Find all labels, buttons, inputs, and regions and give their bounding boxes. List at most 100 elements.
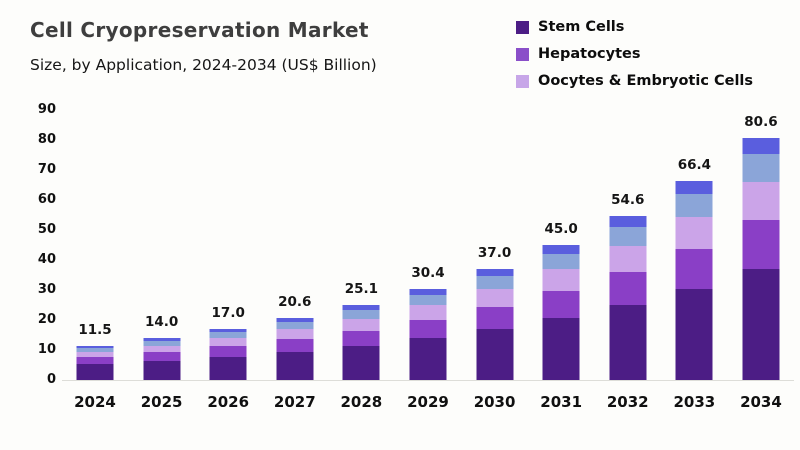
bar-total-label: 14.0 xyxy=(144,314,179,330)
bar-segment-oocytes-embryotic-cells xyxy=(143,345,181,353)
bar-segment-stem-cells xyxy=(76,364,114,380)
bar-total-label: 37.0 xyxy=(477,245,512,261)
bar-segment-oocytes-embryotic-cells xyxy=(476,289,514,307)
bar-segment-oocytes-embryotic-cells xyxy=(342,318,380,331)
bar-segment-hepatocytes xyxy=(409,319,447,338)
bar-group: 54.6 2032 xyxy=(595,110,661,411)
y-tick-label: 20 xyxy=(37,312,56,327)
y-tick-label: 90 xyxy=(37,102,56,117)
bar-segment xyxy=(143,341,181,346)
bar-segment xyxy=(143,338,181,342)
bar-segment xyxy=(409,288,447,295)
y-tick-label: 50 xyxy=(37,222,56,237)
x-tick-label: 2027 xyxy=(273,393,316,411)
bar-segment xyxy=(476,269,514,277)
bar-segment xyxy=(542,253,580,270)
bar-segment-oocytes-embryotic-cells xyxy=(675,216,713,249)
y-tick-label: 80 xyxy=(37,132,56,147)
x-tick-label: 2024 xyxy=(74,393,116,411)
bar-group: 66.4 2033 xyxy=(661,110,727,411)
bar-stack xyxy=(342,304,380,380)
bar-segment-stem-cells xyxy=(675,288,713,380)
bar-group: 45.0 2031 xyxy=(528,110,594,411)
bar-segment-oocytes-embryotic-cells xyxy=(542,269,580,291)
bar-stack xyxy=(476,269,514,380)
bar-segment-hepatocytes xyxy=(209,346,247,357)
bar-segment xyxy=(609,227,647,246)
bar-segment-oocytes-embryotic-cells xyxy=(209,338,247,347)
x-tick-label: 2032 xyxy=(606,393,649,411)
bar-group: 25.1 2028 xyxy=(328,110,394,411)
legend-swatch-icon xyxy=(516,74,529,88)
bar-total-label: 17.0 xyxy=(211,305,245,321)
bar-segment xyxy=(342,304,380,310)
legend-item: Oocytes & Embryotic Cells xyxy=(516,73,753,89)
bar-stack xyxy=(409,288,447,380)
bar-total-label: 11.5 xyxy=(78,321,112,338)
bar-total-label: 45.0 xyxy=(544,221,578,237)
legend-swatch-icon xyxy=(516,47,529,61)
bar-group: 20.6 2027 xyxy=(262,110,328,411)
bar-segment xyxy=(209,329,247,333)
bar-segment-stem-cells xyxy=(276,351,314,380)
bar-segment-stem-cells xyxy=(609,304,647,380)
legend-label: Stem Cells xyxy=(538,19,625,35)
bar-group: 11.5 2024 xyxy=(62,110,128,412)
bar-stack xyxy=(276,318,314,380)
bar-total-label: 20.6 xyxy=(278,294,312,311)
bar-segment xyxy=(342,309,380,319)
x-tick-label: 2025 xyxy=(140,393,183,411)
bar-segment xyxy=(542,245,580,254)
bar-segment-hepatocytes xyxy=(609,272,647,305)
bar-stack xyxy=(609,216,647,380)
bar-segment-hepatocytes xyxy=(76,357,114,365)
legend: Stem Cells Hepatocytes Oocytes & Embryotic… xyxy=(516,19,753,100)
bar-segment-oocytes-embryotic-cells xyxy=(742,181,780,221)
x-tick-label: 2029 xyxy=(407,393,449,411)
bar-segment-hepatocytes xyxy=(342,330,380,346)
bar-segment xyxy=(742,138,780,154)
bar-segment-stem-cells xyxy=(409,338,447,380)
legend-item: Stem Cells xyxy=(516,19,753,35)
bar-segment-hepatocytes xyxy=(542,290,580,318)
bar-segment-hepatocytes xyxy=(276,339,314,352)
bar-group: 80.6 2034 xyxy=(728,110,794,411)
bar-stack xyxy=(209,329,247,380)
bar-total-label: 30.4 xyxy=(411,264,445,281)
page-subtitle: Size, by Application, 2024-2034 (US$ Bil… xyxy=(30,56,377,74)
bar-segment-stem-cells xyxy=(143,360,181,380)
bar-total-label: 80.6 xyxy=(744,114,778,131)
y-tick-label: 10 xyxy=(37,342,56,357)
bar-segment-oocytes-embryotic-cells xyxy=(276,329,314,340)
x-tick-label: 2028 xyxy=(340,393,383,411)
bar-segment-oocytes-embryotic-cells xyxy=(76,351,114,358)
x-tick-label: 2026 xyxy=(207,393,250,411)
bar-stack xyxy=(675,180,713,380)
bar-segment xyxy=(209,332,247,339)
bar-segment-stem-cells xyxy=(476,329,514,380)
x-tick-label: 2034 xyxy=(740,393,782,411)
bar-group: 17.0 2026 xyxy=(195,110,261,411)
legend-label: Hepatocytes xyxy=(538,46,641,62)
page-title: Cell Cryopreservation Market xyxy=(30,18,369,42)
bar-total-label: 25.1 xyxy=(344,280,379,297)
bar-group: 37.0 2030 xyxy=(462,110,528,411)
bar-segment xyxy=(409,294,447,306)
legend-item: Hepatocytes xyxy=(516,46,753,62)
bar-segment xyxy=(742,153,780,182)
bar-group: 14.0 2025 xyxy=(129,110,195,411)
bar-segment-stem-cells xyxy=(342,345,380,380)
x-tick-label: 2030 xyxy=(473,393,516,411)
x-tick-label: 2031 xyxy=(540,393,583,411)
y-tick-label: 30 xyxy=(37,282,56,297)
y-tick-label: 70 xyxy=(37,162,56,177)
bar-segment-hepatocytes xyxy=(742,220,780,269)
bar-segment xyxy=(476,276,514,290)
bar-segment-hepatocytes xyxy=(143,352,181,361)
bar-total-label: 54.6 xyxy=(611,192,645,209)
bar-segment-stem-cells xyxy=(209,356,247,380)
bar-segment-hepatocytes xyxy=(675,248,713,289)
y-tick-label: 0 xyxy=(46,372,56,387)
bar-segment-oocytes-embryotic-cells xyxy=(409,305,447,320)
